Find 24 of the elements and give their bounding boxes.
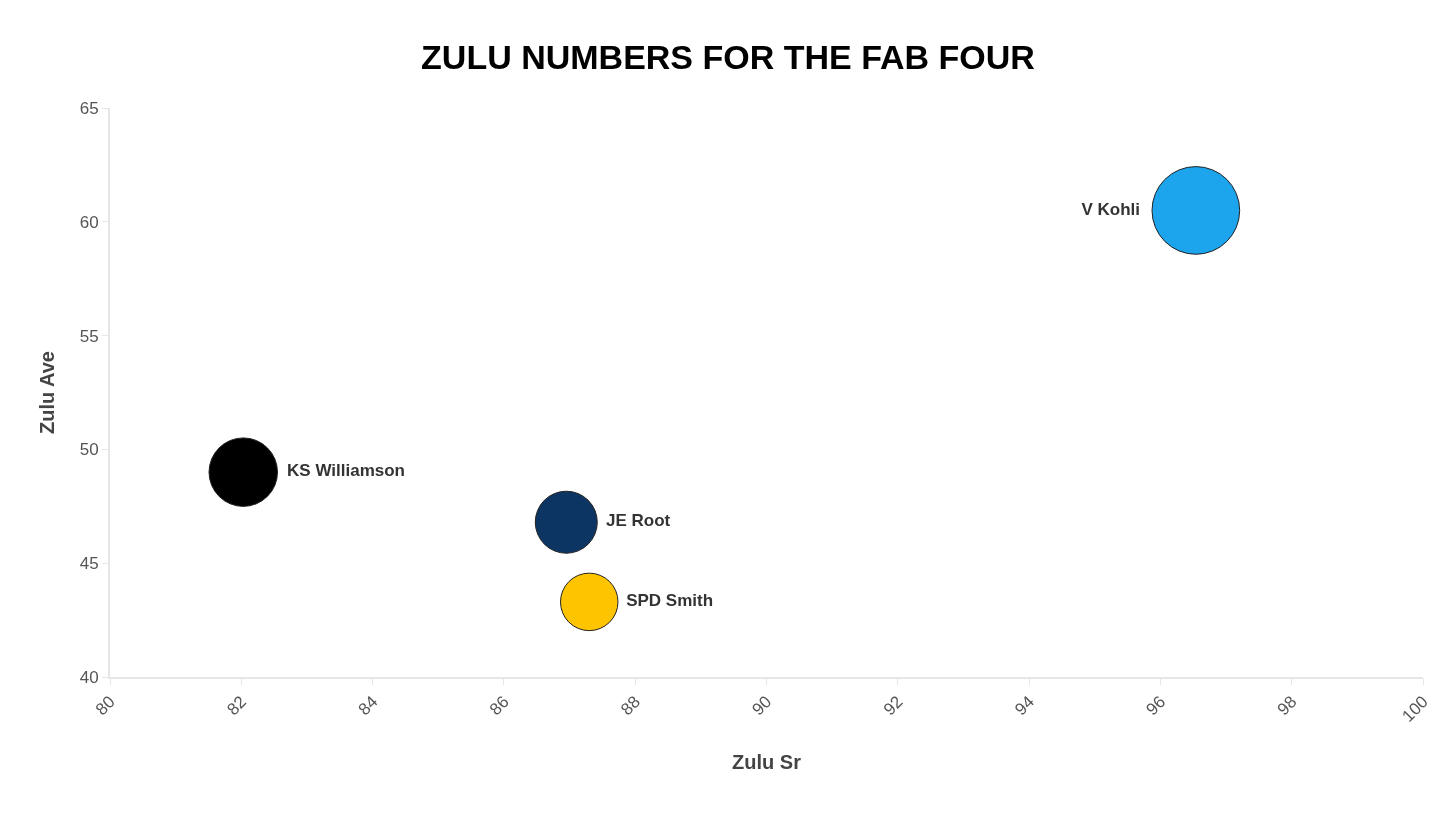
x-tick-label: 96 [1142,692,1170,720]
x-tick-label: 86 [485,692,513,720]
y-tick-label: 50 [79,440,99,460]
y-tick-label: 55 [79,326,99,346]
x-tick-label: 88 [617,692,645,720]
x-tick-label: 84 [354,692,382,720]
series-label: KS Williamson [287,461,405,481]
x-axis-title: Zulu Sr [732,750,802,773]
x-tick-label: 100 [1398,692,1432,726]
y-tick-label: 60 [79,212,99,232]
y-tick-label: 40 [79,667,99,687]
y-tick-label: 45 [79,554,99,574]
chart-title: ZULU NUMBERS FOR THE FAB FOUR [421,37,1035,76]
x-tick-label: 90 [748,692,776,720]
x-tick-label: 80 [92,692,119,720]
x-tick-label: 82 [223,692,251,720]
x-tick-label: 94 [1011,692,1038,720]
x-tick-label: 92 [879,692,907,720]
x-tick-label: 98 [1273,692,1301,720]
series-label: V Kohli [1081,199,1141,219]
series-label: JE Root [606,511,671,531]
y-tick-label: 65 [79,98,99,118]
y-axis-title: Zulu Ave [35,351,58,434]
series-label: SPD Smith [626,591,714,611]
